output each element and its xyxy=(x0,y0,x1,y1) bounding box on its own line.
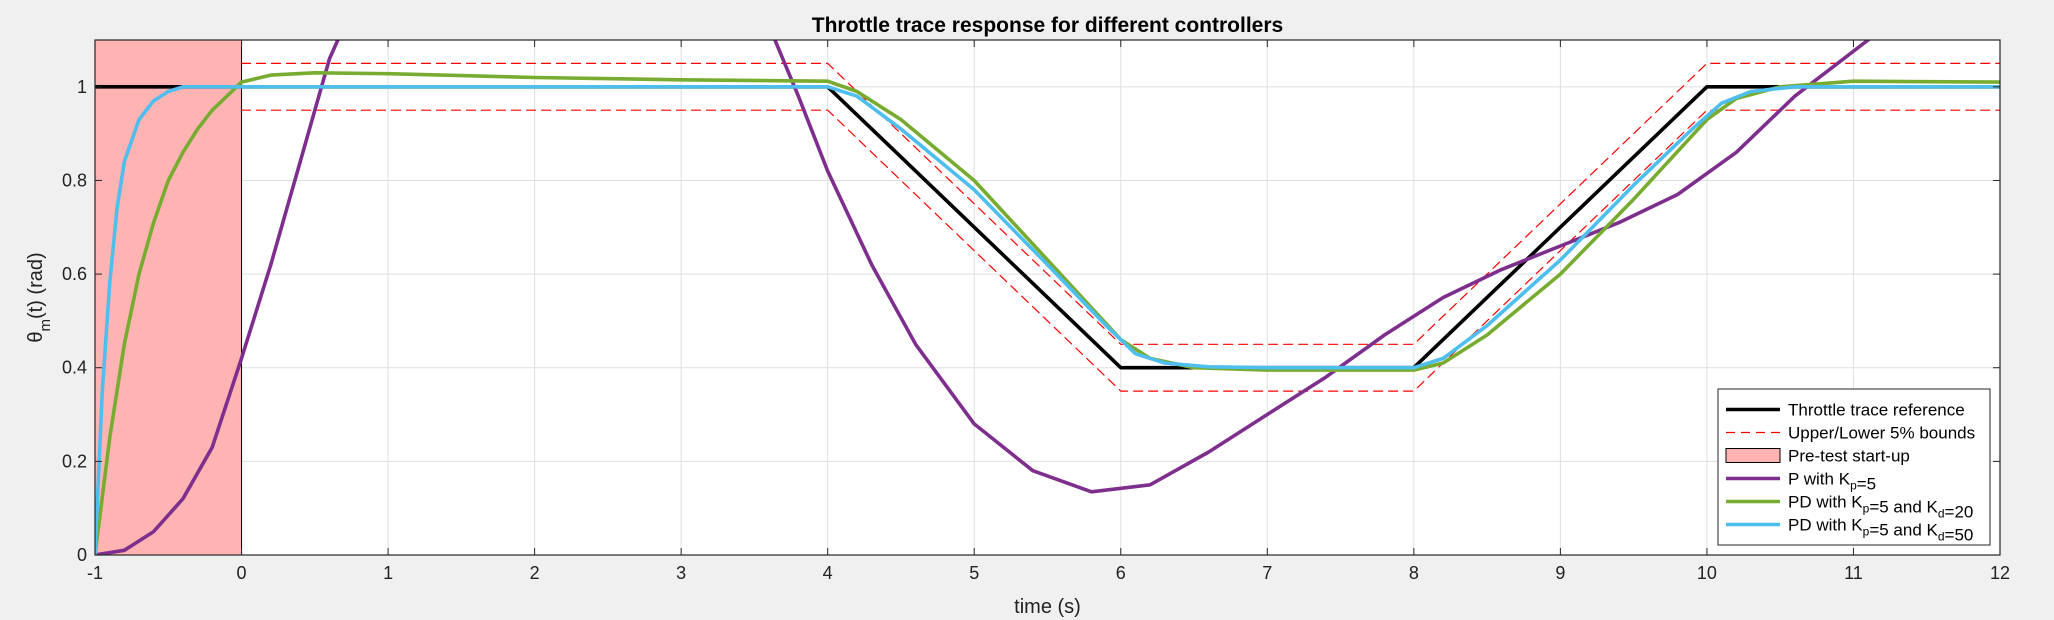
legend-label-part: Throttle trace reference xyxy=(1788,401,1965,420)
y-axis-label-rest: (t) (rad) xyxy=(25,252,47,319)
legend-label-part: PD with K xyxy=(1788,493,1863,512)
legend-swatch-region xyxy=(1725,448,1781,463)
legend-label-part: P with K xyxy=(1788,470,1851,489)
series-layer xyxy=(95,40,2000,555)
legend-label-part: =50 xyxy=(1945,526,1974,545)
legend-entry-4: PD with Kp=5 and Kd=20 xyxy=(1788,493,1973,522)
x-tick-label: -1 xyxy=(87,563,103,583)
legend: Throttle trace reference Upper/Lower 5% b… xyxy=(1717,388,1991,546)
legend-box xyxy=(1717,388,1991,546)
x-tick-label: 4 xyxy=(823,563,833,583)
legend-label-part: d xyxy=(1938,530,1945,544)
y-tick-label: 0 xyxy=(77,545,87,565)
series-line-5 xyxy=(95,85,2000,555)
axes-box xyxy=(94,39,2001,556)
series-line-3 xyxy=(95,40,1870,555)
x-tick-label: 1 xyxy=(383,563,393,583)
x-tick-label: 7 xyxy=(1262,563,1272,583)
y-axis-label-subscript: m xyxy=(37,319,54,332)
x-tick-label: 10 xyxy=(1697,563,1717,583)
legend-label-part: p xyxy=(1863,525,1870,539)
y-tick-label: 0.8 xyxy=(62,170,87,190)
legend-entry-1: Upper/Lower 5% bounds xyxy=(1788,424,1975,443)
x-tick-label: 2 xyxy=(530,563,540,583)
pre-test-region xyxy=(94,39,243,556)
y-axis-label-symbol: θ xyxy=(25,332,47,343)
legend-label-part: =5 and K xyxy=(1869,521,1938,540)
y-axis-label: θm(t) (rad) xyxy=(25,252,54,342)
legend-label-part: Upper/Lower 5% bounds xyxy=(1788,424,1975,443)
series-line-2 xyxy=(240,109,2000,392)
legend-entry-0: Throttle trace reference xyxy=(1788,401,1965,420)
legend-entry-3: P with Kp=5 xyxy=(1788,470,1876,494)
x-tick-label: 5 xyxy=(969,563,979,583)
legend-label-part: p xyxy=(1863,502,1870,516)
legend-label-part: d xyxy=(1938,507,1945,521)
x-tick-label: 6 xyxy=(1116,563,1126,583)
y-tick-label: 0.6 xyxy=(62,264,87,284)
legend-label-part: =5 xyxy=(1857,475,1876,494)
series-line-4 xyxy=(95,71,2000,555)
legend-entry-region: Pre-test start-up xyxy=(1788,447,1910,466)
x-tick-label: 9 xyxy=(1555,563,1565,583)
legend-label-part: p xyxy=(1850,479,1857,493)
y-tick-label: 1 xyxy=(77,77,87,97)
shaded-region-layer xyxy=(94,39,243,556)
x-tick-label: 8 xyxy=(1409,563,1419,583)
x-axis-label: time (s) xyxy=(1014,596,1081,618)
x-tick-label: 12 xyxy=(1990,563,2010,583)
chart-title: Throttle trace response for different co… xyxy=(812,14,1283,37)
x-tick-label: 11 xyxy=(1844,563,1863,583)
legend-label-part: =20 xyxy=(1945,503,1974,522)
x-tick-label: 3 xyxy=(676,563,686,583)
y-tick-label: 0.4 xyxy=(62,358,87,378)
x-tick-label: 0 xyxy=(237,563,247,583)
series-line-1 xyxy=(240,62,2000,345)
legend-entry-5: PD with Kp=5 and Kd=50 xyxy=(1788,516,1973,545)
legend-label-part: =5 and K xyxy=(1869,498,1938,517)
y-tick-label: 0.2 xyxy=(62,451,87,471)
legend-label-part: PD with K xyxy=(1788,516,1863,535)
